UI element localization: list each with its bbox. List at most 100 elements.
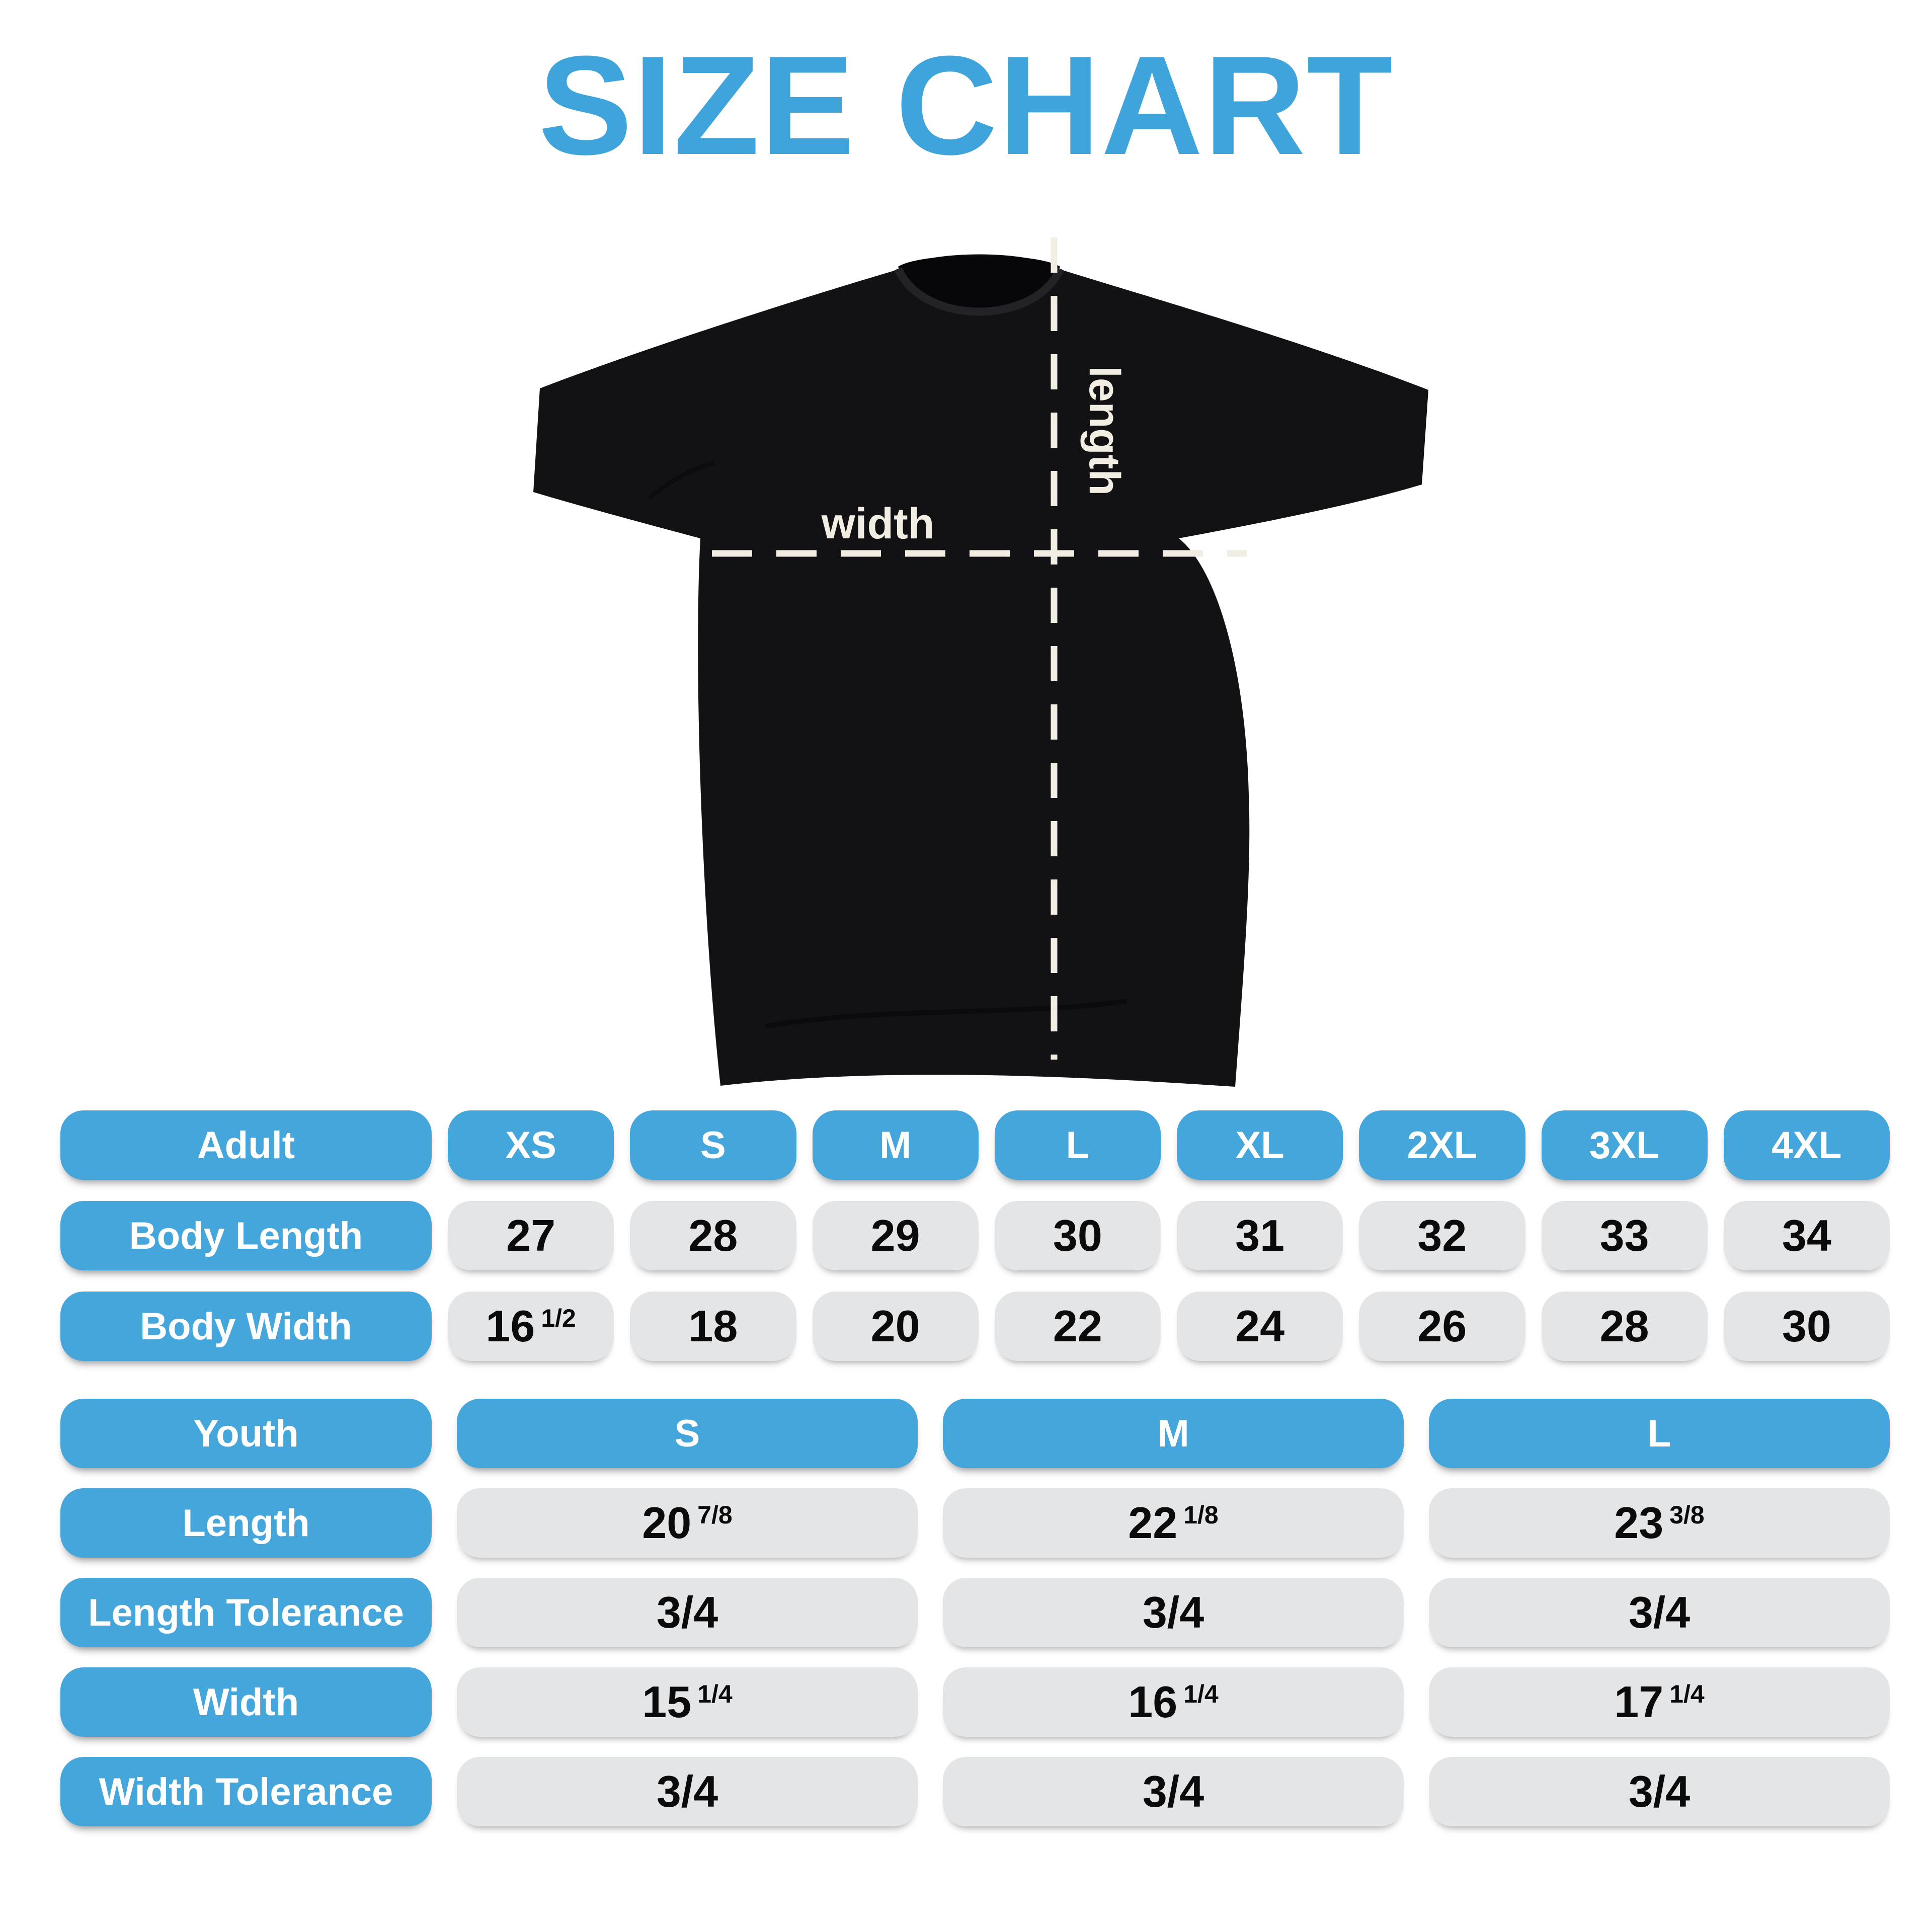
row-label-text: Body Length [129, 1214, 363, 1257]
youth-size-header-m: M [943, 1399, 1404, 1468]
body-width-cell-3xl: 28 [1541, 1292, 1708, 1361]
tshirt-shape [533, 254, 1428, 1087]
value-text: 34 [1782, 1211, 1831, 1260]
value-text: 3/4 [1628, 1766, 1691, 1816]
youth-length-cell-m: 22 1/8 [943, 1488, 1404, 1558]
size-text: M [1157, 1412, 1189, 1455]
value-fraction: 7/8 [697, 1501, 733, 1529]
page-title: SIZE CHART [538, 27, 1394, 184]
row-label-text: Length [182, 1501, 310, 1545]
value-fraction: 1/2 [541, 1304, 576, 1332]
value-text: 18 [688, 1301, 738, 1351]
size-text: S [700, 1123, 726, 1167]
size-text: L [1647, 1412, 1671, 1455]
width-tolerance-row-label: Width Tolerance [60, 1757, 432, 1826]
row-label-text: Width Tolerance [99, 1770, 393, 1813]
width-label: width [821, 500, 935, 548]
tshirt-diagram-svg: width length [533, 237, 1428, 1087]
body-width-cell-s: 18 [630, 1292, 796, 1361]
value-text: 3/4 [1628, 1587, 1691, 1637]
adult-size-header-3xl: 3XL [1541, 1110, 1708, 1180]
size-text: L [1066, 1123, 1090, 1167]
youth-length-cell-l: 23 3/8 [1429, 1488, 1890, 1558]
value-text: 16 [1128, 1677, 1178, 1727]
body-length-cell-m: 29 [812, 1201, 979, 1270]
body-length-cell-xs: 27 [448, 1201, 614, 1270]
sleeve-wrinkle [648, 460, 715, 500]
value-text: 15 [642, 1677, 692, 1727]
width-tolerance-cell-m: 3/4 [943, 1757, 1404, 1826]
youth-width-cell-m: 16 1/4 [943, 1667, 1404, 1737]
size-text: XL [1235, 1123, 1284, 1167]
value-text: 29 [870, 1211, 920, 1260]
youth-width-cell-s: 15 1/4 [457, 1667, 918, 1737]
adult-size-header-l: L [994, 1110, 1161, 1180]
value-text: 22 [1053, 1301, 1102, 1351]
adult-header-label: Adult [60, 1110, 432, 1180]
value-text: 16 [486, 1301, 535, 1351]
youth-size-header-l: L [1429, 1399, 1890, 1468]
value-text: 30 [1053, 1211, 1102, 1260]
value-fraction: 1/4 [1669, 1680, 1705, 1708]
size-text: 3XL [1589, 1123, 1660, 1167]
size-text: M [879, 1123, 912, 1167]
value-text: 27 [506, 1211, 556, 1260]
value-fraction: 3/8 [1669, 1501, 1705, 1529]
body-width-cell-4xl: 30 [1723, 1292, 1890, 1361]
length-label: length [1080, 366, 1129, 496]
body-width-cell-l: 22 [994, 1292, 1161, 1361]
body-width-cell-2xl: 26 [1359, 1292, 1525, 1361]
adult-size-header-4xl: 4XL [1723, 1110, 1890, 1180]
value-text: 30 [1782, 1301, 1831, 1351]
adult-size-header-s: S [630, 1110, 796, 1180]
row-label-text: Width [193, 1680, 299, 1724]
length-tolerance-cell-s: 3/4 [457, 1578, 918, 1647]
value-text: 23 [1614, 1498, 1664, 1548]
value-text: 24 [1235, 1301, 1285, 1351]
body-width-cell-m: 20 [812, 1292, 979, 1361]
tshirt-diagram: width length [523, 216, 1434, 1092]
value-text: 3/4 [1142, 1766, 1204, 1816]
youth-length-cell-s: 20 7/8 [457, 1488, 918, 1558]
youth-length-row-label: Length [60, 1488, 432, 1558]
adult-size-header-xl: XL [1177, 1110, 1343, 1180]
body-length-cell-3xl: 33 [1541, 1201, 1708, 1270]
value-text: 31 [1235, 1211, 1285, 1260]
youth-width-cell-l: 17 1/4 [1429, 1667, 1890, 1737]
value-text: 20 [870, 1301, 920, 1351]
value-fraction: 1/4 [1183, 1680, 1219, 1708]
neck-opening [898, 255, 1060, 310]
value-text: 3/4 [1142, 1587, 1204, 1637]
value-fraction: 1/8 [1183, 1501, 1219, 1529]
value-fraction: 1/4 [697, 1680, 733, 1708]
value-text: 28 [688, 1211, 738, 1260]
adult-header-label-text: Adult [197, 1123, 295, 1167]
adult-size-header-2xl: 2XL [1359, 1110, 1525, 1180]
youth-size-header-s: S [457, 1399, 918, 1468]
value-text: 32 [1417, 1211, 1467, 1260]
adult-size-header-xs: XS [448, 1110, 614, 1180]
body-length-cell-4xl: 34 [1723, 1201, 1890, 1270]
youth-header-label-text: Youth [193, 1412, 299, 1455]
length-tolerance-cell-m: 3/4 [943, 1578, 1404, 1647]
adult-size-header-m: M [812, 1110, 979, 1180]
row-label-text: Length Tolerance [88, 1591, 404, 1634]
adult-size-table: Adult XS S M L XL 2XL 3XL 4XL Body Lengt… [60, 1110, 1890, 1361]
size-text: XS [505, 1123, 556, 1167]
value-text: 3/4 [656, 1766, 718, 1816]
value-text: 26 [1417, 1301, 1467, 1351]
body-width-cell-xs: 16 1/2 [448, 1292, 614, 1361]
collar-band [894, 267, 1064, 316]
youth-header-label: Youth [60, 1399, 432, 1468]
size-text: S [674, 1412, 700, 1455]
value-text: 20 [642, 1498, 692, 1548]
body-length-cell-l: 30 [994, 1201, 1161, 1270]
body-length-cell-2xl: 32 [1359, 1201, 1525, 1270]
body-length-cell-xl: 31 [1177, 1201, 1343, 1270]
value-text: 22 [1128, 1498, 1178, 1548]
body-width-row-label: Body Width [60, 1292, 432, 1361]
width-tolerance-cell-l: 3/4 [1429, 1757, 1890, 1826]
value-text: 17 [1614, 1677, 1664, 1727]
length-tolerance-row-label: Length Tolerance [60, 1578, 432, 1647]
